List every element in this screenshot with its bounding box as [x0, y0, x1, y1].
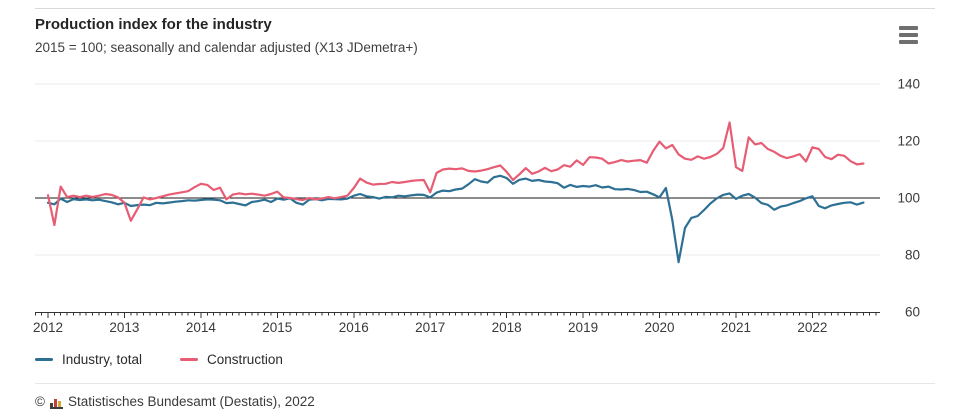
- svg-text:2012: 2012: [33, 320, 63, 335]
- legend-item-industry-total[interactable]: Industry, total: [35, 352, 142, 367]
- destatis-bar-chart-logo: [49, 398, 63, 409]
- svg-text:2019: 2019: [568, 320, 598, 335]
- copyright-line: © Statistisches Bundesamt (Destatis), 20…: [35, 394, 315, 409]
- chart-legend: Industry, total Construction: [35, 352, 283, 367]
- legend-label: Construction: [207, 352, 283, 367]
- svg-text:2017: 2017: [415, 320, 445, 335]
- svg-text:100: 100: [897, 191, 920, 206]
- svg-text:2020: 2020: [644, 320, 674, 335]
- svg-text:2022: 2022: [797, 320, 827, 335]
- hamburger-menu-icon[interactable]: [899, 26, 919, 44]
- industry-total-line-swatch: [35, 358, 53, 361]
- bottom-divider: [35, 383, 935, 384]
- top-divider: [35, 8, 935, 9]
- svg-text:140: 140: [897, 77, 920, 92]
- copyright-text: Statistisches Bundesamt (Destatis), 2022: [67, 394, 315, 409]
- svg-text:120: 120: [897, 134, 920, 149]
- copyright-symbol: ©: [35, 394, 45, 409]
- svg-text:2016: 2016: [339, 320, 369, 335]
- svg-text:80: 80: [905, 248, 920, 263]
- line-chart-canvas: 140 120 100 80 60 2012 2013 2014 2015 2016 2017 201…: [33, 77, 920, 336]
- svg-text:2021: 2021: [721, 320, 751, 335]
- legend-label: Industry, total: [62, 352, 143, 367]
- chart-title: Production index for the industry: [35, 16, 272, 33]
- svg-text:2014: 2014: [186, 320, 217, 335]
- chart-subtitle: 2015 = 100; seasonally and calendar adju…: [35, 40, 418, 55]
- svg-text:60: 60: [905, 305, 920, 320]
- svg-text:2013: 2013: [109, 320, 139, 335]
- svg-text:2015: 2015: [262, 320, 292, 335]
- construction-line-swatch: [180, 358, 199, 361]
- legend-item-construction[interactable]: Construction: [180, 352, 283, 367]
- svg-text:2018: 2018: [492, 320, 522, 335]
